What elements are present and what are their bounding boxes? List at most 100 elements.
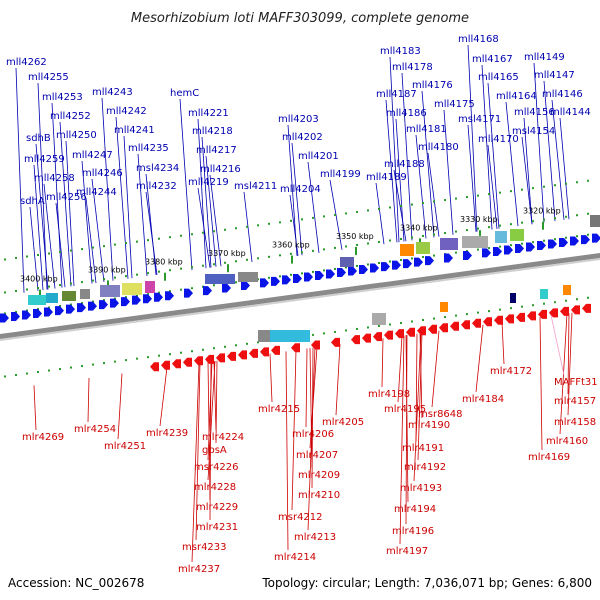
tick-row-upper-dot <box>554 217 556 220</box>
tick-row-lower-dot <box>4 312 6 315</box>
leader-line <box>417 333 423 461</box>
tick-row-upper-2-dot <box>103 245 105 248</box>
tick-row-upper-2-dot <box>59 251 61 254</box>
tick-row-lower-dot <box>532 241 534 244</box>
tick-row-upper-2-dot <box>433 200 435 203</box>
tick-row-lower-dot <box>301 272 303 275</box>
leader-line <box>145 173 157 275</box>
tick-row-upper-dot <box>345 245 347 248</box>
forward-gene-arrow <box>88 301 97 311</box>
bottom-gene-label: mlr4198 <box>368 389 410 400</box>
forward-gene-arrow <box>581 235 590 245</box>
forward-gene-arrow <box>493 246 502 256</box>
bottom-gene-label: gpsA <box>202 445 227 456</box>
leader-line <box>567 313 570 395</box>
reverse-gene-arrow <box>216 353 225 363</box>
tick-row-upper-2-dot <box>521 188 523 191</box>
tick-row-upper-2-dot <box>92 246 94 249</box>
genome-track <box>0 253 600 341</box>
top-gene-label: mll4259 <box>24 154 65 165</box>
tick-row-lower-2-dot <box>312 333 314 336</box>
bottom-gene-label: mlr4192 <box>404 462 446 473</box>
tick-row-lower-2-dot <box>411 320 413 323</box>
tick-row-upper-dot <box>532 220 534 223</box>
leader-line <box>551 99 565 220</box>
top-gene-label: mll4255 <box>28 72 69 83</box>
tick-row-upper-2-dot <box>565 182 567 185</box>
leader-line <box>289 194 299 256</box>
tick-row-upper-2-dot <box>334 213 336 216</box>
forward-gene-arrow <box>403 259 412 269</box>
leader-line <box>207 361 213 461</box>
tick-row-upper-dot <box>312 249 314 252</box>
reverse-gene-arrow <box>161 360 170 370</box>
forward-gene-arrow <box>463 250 472 260</box>
forward-gene-arrow <box>0 313 9 323</box>
tick-row-upper-2-dot <box>444 199 446 202</box>
kbp-tick-label: 3330 kbp <box>460 215 498 224</box>
tick-row-lower-dot <box>411 257 413 260</box>
feature-block <box>590 215 600 227</box>
leader-line <box>385 99 398 243</box>
tick-row-lower-dot <box>70 303 72 306</box>
tick-row-lower-dot <box>158 291 160 294</box>
bottom-gene-label: mlr4194 <box>394 504 436 515</box>
leader-line <box>205 155 217 267</box>
reverse-gene-arrow <box>249 348 258 358</box>
tick-row-lower-2-dot <box>92 363 94 366</box>
top-gene-label: mll4218 <box>192 126 233 137</box>
feature-block <box>100 285 120 297</box>
leader-line <box>137 153 148 277</box>
genome-backbone-shadow <box>0 258 600 341</box>
tick-row-upper-2-dot <box>37 254 39 257</box>
tick-row-upper-2-dot <box>136 240 138 243</box>
tick-row-lower-2-dot <box>356 327 358 330</box>
leader-line <box>335 344 341 416</box>
leader-line <box>307 347 316 531</box>
top-gene-label: msl4234 <box>136 163 179 174</box>
forward-gene-arrow <box>55 306 64 316</box>
tick-row-upper-2-dot <box>499 191 501 194</box>
leader-line <box>307 161 320 253</box>
reverse-gene-arrow <box>238 350 247 360</box>
bottom-gene-label: mlr4207 <box>296 450 338 461</box>
reverse-gene-arrow <box>428 324 437 334</box>
tick-row-upper-dot <box>103 278 105 281</box>
bottom-gene-label: msr4233 <box>182 542 227 553</box>
leader-line <box>415 134 427 239</box>
leader-line <box>487 82 500 229</box>
tick-row-lower-2-dot <box>587 296 589 299</box>
tick-row-lower-dot <box>334 267 336 270</box>
leader-line <box>291 350 297 511</box>
leader-line <box>375 182 385 245</box>
bottom-gene-label: mlr4206 <box>292 429 334 440</box>
reverse-gene-arrow <box>384 330 393 340</box>
forward-gene-arrow <box>44 307 53 317</box>
tick-row-lower-2-dot <box>488 310 490 313</box>
leader-line <box>309 348 313 469</box>
kbp-tick-label: 3400 kbp <box>20 275 58 284</box>
bottom-gene-label: msr4212 <box>278 512 323 523</box>
forward-gene-arrow <box>110 298 119 308</box>
forward-gene-arrow <box>293 273 302 283</box>
top-gene-label: mll4175 <box>434 99 475 110</box>
bottom-gene-label: mlr4209 <box>298 470 340 481</box>
leader-line <box>179 98 193 271</box>
tick-row-upper-dot <box>191 266 193 269</box>
tick-row-upper-dot <box>543 218 545 221</box>
leader-line <box>539 317 543 451</box>
leader-line <box>397 335 403 403</box>
kbp-tick-label: 3390 kbp <box>88 265 126 274</box>
leader-line <box>413 333 422 482</box>
tick-row-lower-dot <box>312 270 314 273</box>
forward-gene-arrow <box>592 233 600 243</box>
top-gene-label: mll4246 <box>82 168 123 179</box>
tick-row-upper-dot <box>378 240 380 243</box>
top-gene-label: mll4176 <box>412 80 453 91</box>
reverse-gene-arrow <box>395 329 404 339</box>
tick-row-upper-2-dot <box>180 234 182 237</box>
leader-line <box>65 140 75 287</box>
forward-gene-arrow <box>241 280 250 290</box>
bottom-gene-label: mlr4215 <box>258 404 300 415</box>
leader-line <box>55 202 66 288</box>
